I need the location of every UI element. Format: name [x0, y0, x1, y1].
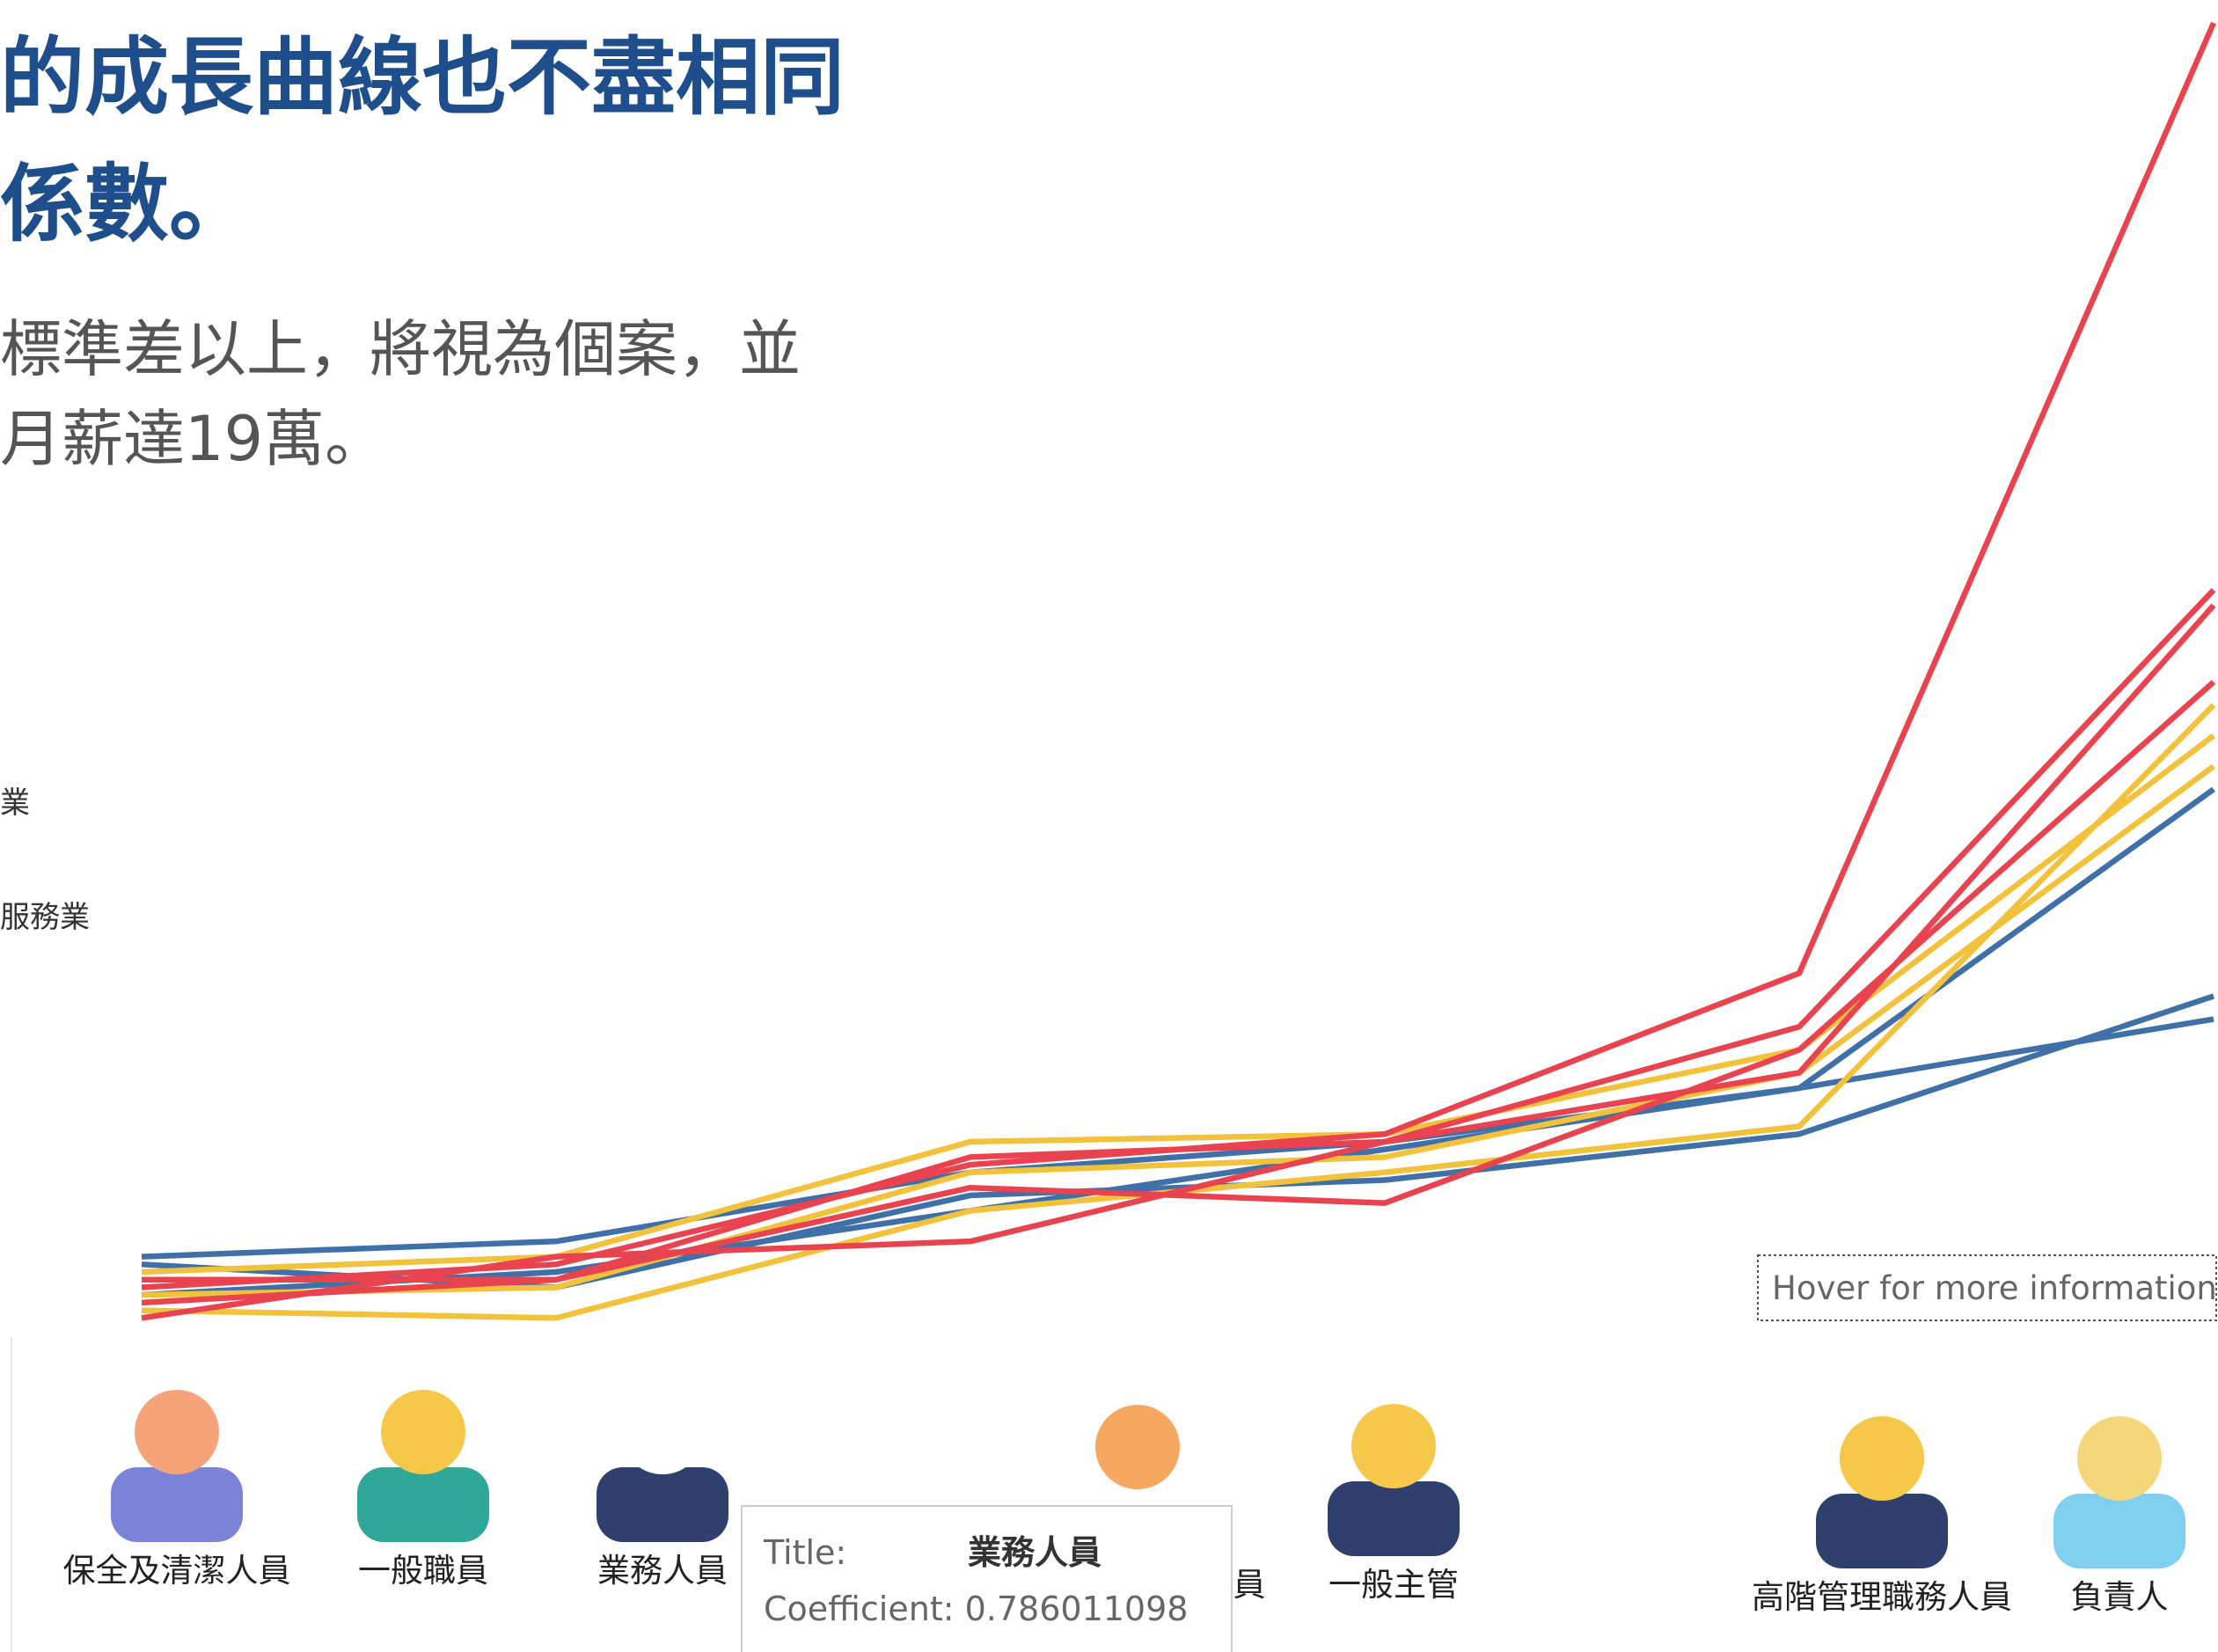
tooltip-value: 業務人員	[968, 1533, 1102, 1572]
role-icon-body	[2053, 1494, 2185, 1568]
tooltip-label: Coefficient:	[764, 1590, 955, 1628]
role-label: 負責人	[2071, 1578, 2169, 1616]
tooltip-value: 0.786011098	[965, 1590, 1189, 1628]
role-icon-head	[1840, 1416, 1924, 1501]
role-icon-head	[135, 1390, 219, 1474]
title-line: 的成長曲線也不盡相同	[0, 28, 845, 127]
tooltip-line: Coefficient: 0.786011098	[764, 1590, 1188, 1628]
series-line	[142, 766, 2214, 1295]
tooltip-label: Title:	[763, 1533, 846, 1572]
plot-area	[142, 23, 2214, 1318]
series-line	[142, 682, 2214, 1303]
role-icon-head	[2077, 1416, 2162, 1501]
role-label: 業務人員	[597, 1552, 728, 1590]
role-icon-head	[1095, 1405, 1180, 1489]
title-line: 係數。	[0, 155, 253, 253]
role-icon-head	[381, 1390, 465, 1474]
hover-hint: Hover for more information	[1772, 1269, 2217, 1307]
role-icon-head	[620, 1390, 705, 1474]
role-label: 保全及清潔人員	[63, 1552, 291, 1590]
role-label: 一般主管	[1329, 1566, 1459, 1604]
dashboard: 的成長曲線也不盡相同 係數。 標準差以上，將視為個案，並 月薪達19萬。 業 服…	[0, 0, 2218, 1652]
role-icon-body	[1328, 1481, 1460, 1556]
legend-fragment: 業	[0, 786, 30, 821]
role-icon-body	[357, 1467, 489, 1542]
subtitle-line: 月薪達19萬。	[0, 403, 386, 475]
role-icon-body	[111, 1467, 243, 1542]
role-label: 員	[1233, 1566, 1266, 1604]
role-icon-head	[1351, 1404, 1436, 1488]
tooltip: Title: 業務人員 Coefficient: 0.786011098	[742, 1506, 1232, 1652]
subtitle-line: 標準差以上，將視為個案，並	[0, 313, 801, 385]
page: 的成長曲線也不盡相同 係數。 標準差以上，將視為個案，並 月薪達19萬。 業 服…	[0, 0, 2218, 1652]
legend-fragment: 服務業	[0, 900, 90, 935]
role-label: 一般職員	[358, 1552, 488, 1590]
role-label: 高階管理職務人員	[1752, 1578, 2012, 1616]
role-icon-body	[597, 1467, 728, 1542]
tooltip-box	[742, 1506, 1232, 1652]
role-icon-body	[1816, 1494, 1948, 1568]
